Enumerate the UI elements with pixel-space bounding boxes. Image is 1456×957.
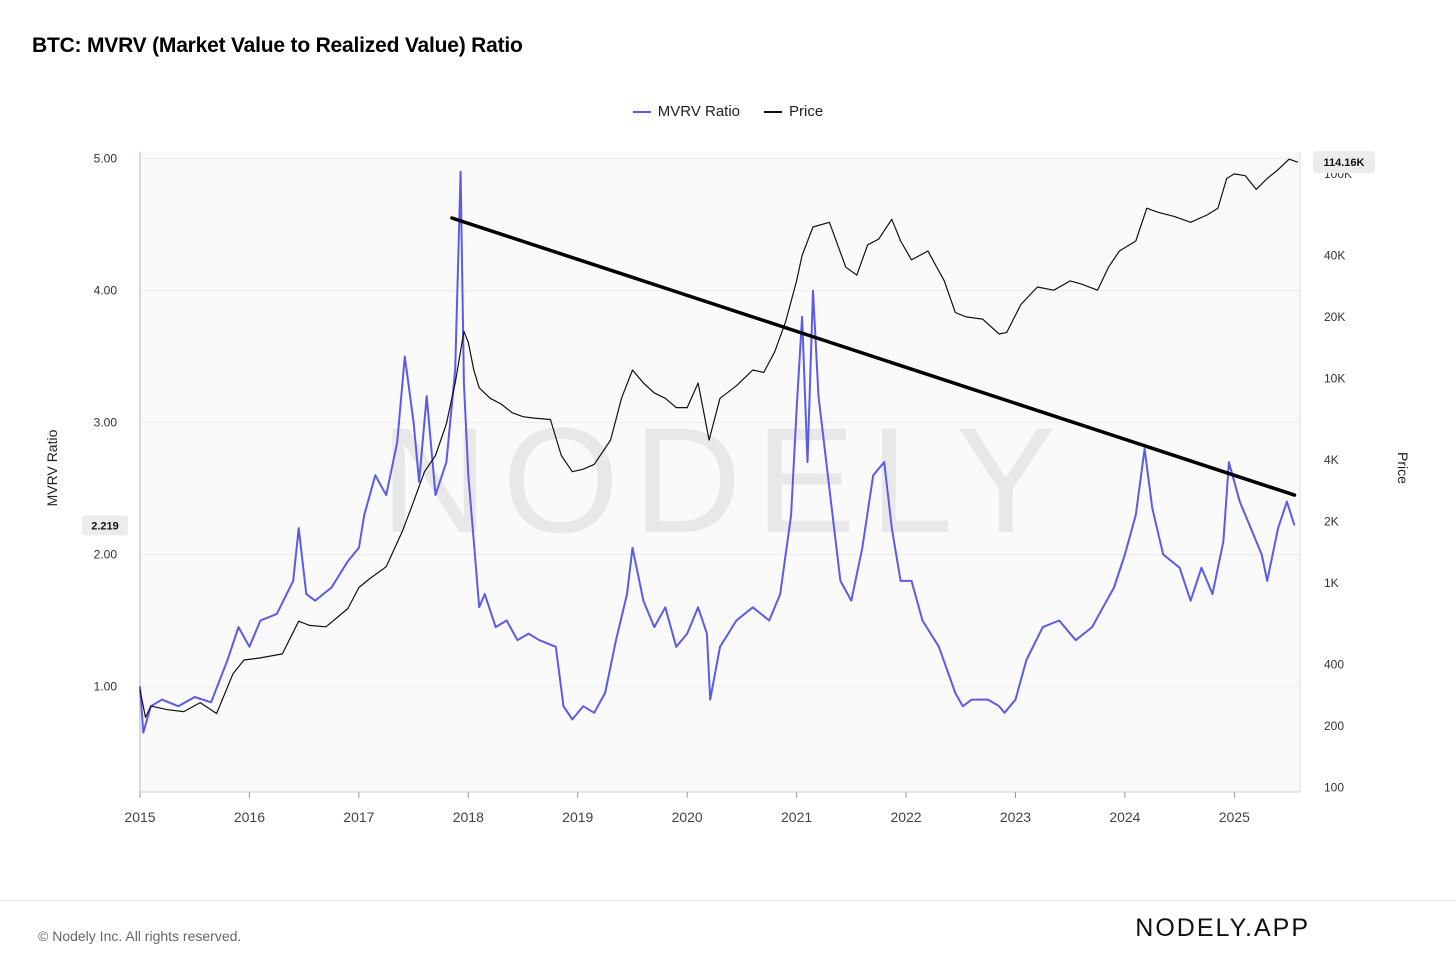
- y2-tick-label: 1K: [1324, 576, 1339, 590]
- series-line-price: [139, 158, 1298, 718]
- legend-swatch-mvrv: [632, 110, 651, 113]
- legend-label-price: Price: [789, 103, 824, 120]
- y2-tick-label: 2K: [1324, 514, 1339, 528]
- x-tick-label: 2022: [890, 809, 921, 825]
- y2-tick-label: 4K: [1324, 453, 1339, 467]
- y2-tick-label: 10K: [1324, 371, 1345, 385]
- current-price-badge: [1313, 151, 1375, 174]
- y-tick-label: 2.00: [94, 547, 118, 561]
- brand-logo-text[interactable]: NODELY.APP: [1135, 914, 1310, 942]
- x-tick-label: 2017: [343, 809, 374, 825]
- y-tick-label: 5.00: [94, 152, 118, 166]
- x-tick-label: 2020: [672, 809, 703, 825]
- legend-item-price[interactable]: Price: [764, 103, 823, 120]
- trendline: [450, 216, 1297, 497]
- chart-title: BTC: MVRV (Market Value to Realized Valu…: [32, 34, 523, 57]
- y-tick-label: 3.00: [94, 416, 118, 430]
- x-tick-label: 2019: [562, 809, 593, 825]
- x-tick-label: 2024: [1109, 809, 1140, 825]
- legend-swatch-price: [764, 110, 783, 113]
- series-line-mvrv: [139, 170, 1296, 734]
- x-tick-label: 2016: [234, 809, 265, 825]
- legend-item-mvrv[interactable]: MVRV Ratio: [632, 103, 741, 120]
- current-price-value: 114.16K: [1324, 157, 1365, 169]
- x-tick-label: 2025: [1219, 809, 1250, 825]
- y2-tick-label: 20K: [1324, 310, 1345, 324]
- y-tick-label: 4.00: [94, 284, 118, 298]
- plot-area: [140, 152, 1300, 792]
- y-tick-label: 1.00: [94, 679, 118, 693]
- x-tick-label: 2015: [124, 809, 155, 825]
- x-tick-label: 2018: [453, 809, 484, 825]
- footer-divider: [0, 900, 1456, 901]
- legend-label-mvrv: MVRV Ratio: [657, 103, 741, 120]
- y2-tick-label: 200: [1324, 719, 1344, 733]
- y2-tick-label: 400: [1324, 657, 1344, 671]
- chart-legend: MVRV Ratio Price: [0, 103, 1456, 120]
- current-mvrv-badge: [82, 515, 128, 536]
- current-mvrv-value: 2.219: [91, 520, 119, 532]
- y2-tick-label: 40K: [1324, 248, 1345, 262]
- watermark-text: NODELY: [380, 396, 1070, 564]
- y2-tick-label: 100: [1324, 780, 1344, 794]
- x-tick-label: 2021: [781, 809, 812, 825]
- x-tick-label: 2023: [1000, 809, 1031, 825]
- y-axis-title: MVRV Ratio: [44, 429, 60, 506]
- copyright-text: © Nodely Inc. All rights reserved.: [38, 928, 242, 944]
- y2-axis-title: Price: [1395, 452, 1411, 484]
- mvrv-chart[interactable]: 1.00 2.00 3.00 4.00 5.00 2015 2016 2017 2018 2019…: [0, 0, 1456, 900]
